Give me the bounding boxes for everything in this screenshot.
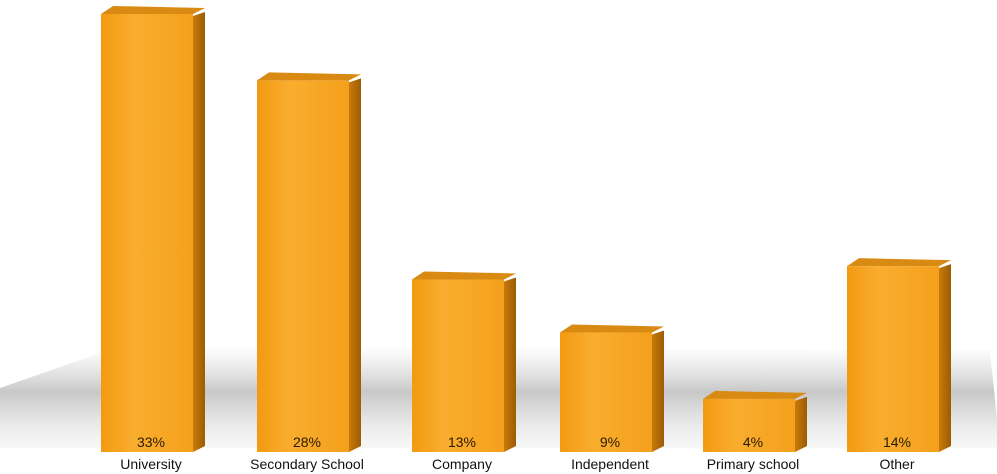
category-label: Independent	[571, 456, 649, 472]
value-label: 33%	[137, 434, 165, 450]
value-label: 14%	[883, 434, 911, 450]
category-label: Primary school	[707, 456, 800, 472]
category-label: University	[120, 456, 181, 472]
bar-company	[412, 271, 516, 452]
bar-side-face	[504, 277, 516, 452]
bar-front-face	[560, 332, 652, 452]
bar-side-face	[795, 396, 807, 452]
value-label: 9%	[600, 434, 620, 450]
labels: 33% University 28% Secondary School 13% Compa…	[120, 434, 915, 472]
bar-side-face	[939, 264, 951, 452]
bar-top-face	[847, 258, 951, 267]
bar-front-face	[412, 279, 504, 452]
category-label: Secondary School	[250, 456, 364, 472]
bar-top-face	[560, 324, 664, 333]
bar-side-face	[652, 330, 664, 452]
bar-independent	[560, 324, 664, 452]
category-label: Other	[879, 456, 914, 472]
bar-front-face	[257, 80, 349, 452]
bar-top-face	[703, 390, 807, 399]
bar-side-face	[193, 12, 205, 452]
bar-secondary-school	[257, 72, 361, 452]
bar-other	[847, 258, 951, 452]
bar-front-face	[101, 14, 193, 452]
bar-top-face	[101, 6, 205, 14]
bar-front-face	[847, 266, 939, 452]
bars	[101, 6, 951, 452]
value-label: 28%	[293, 434, 321, 450]
bar-top-face	[412, 271, 516, 280]
bar-university	[101, 6, 205, 452]
value-label: 4%	[743, 434, 763, 450]
bar-top-face	[257, 72, 361, 81]
bar-primary-school	[703, 390, 807, 452]
category-label: Company	[432, 456, 492, 472]
bar-side-face	[349, 78, 361, 452]
bar-front-face	[703, 398, 795, 452]
value-label: 13%	[448, 434, 476, 450]
